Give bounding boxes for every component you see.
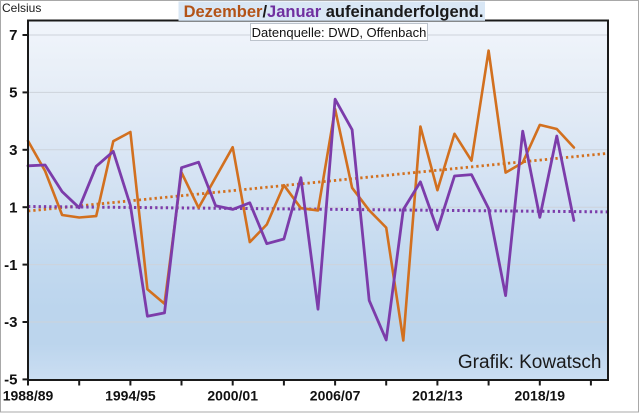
- svg-text:2018/19: 2018/19: [514, 388, 565, 404]
- svg-text:Celsius: Celsius: [2, 1, 41, 15]
- svg-text:Grafik: Kowatsch: Grafik: Kowatsch: [458, 352, 602, 373]
- svg-text:-5: -5: [4, 372, 17, 389]
- svg-text:2000/01: 2000/01: [207, 388, 258, 404]
- svg-text:1988/89: 1988/89: [3, 388, 54, 404]
- svg-text:3: 3: [9, 142, 17, 159]
- svg-text:2006/07: 2006/07: [310, 388, 361, 404]
- svg-text:1: 1: [9, 199, 17, 216]
- svg-text:-3: -3: [4, 314, 17, 331]
- svg-text:2012/13: 2012/13: [412, 388, 463, 404]
- svg-text:Dezember/Januar aufeinanderfol: Dezember/Januar aufeinanderfolgend.: [184, 3, 484, 21]
- svg-text:-1: -1: [4, 257, 17, 274]
- svg-text:5: 5: [9, 85, 17, 102]
- svg-text:Datenquelle: DWD, Offenbach: Datenquelle: DWD, Offenbach: [252, 25, 427, 40]
- svg-text:7: 7: [9, 27, 17, 44]
- svg-text:1994/95: 1994/95: [105, 388, 156, 404]
